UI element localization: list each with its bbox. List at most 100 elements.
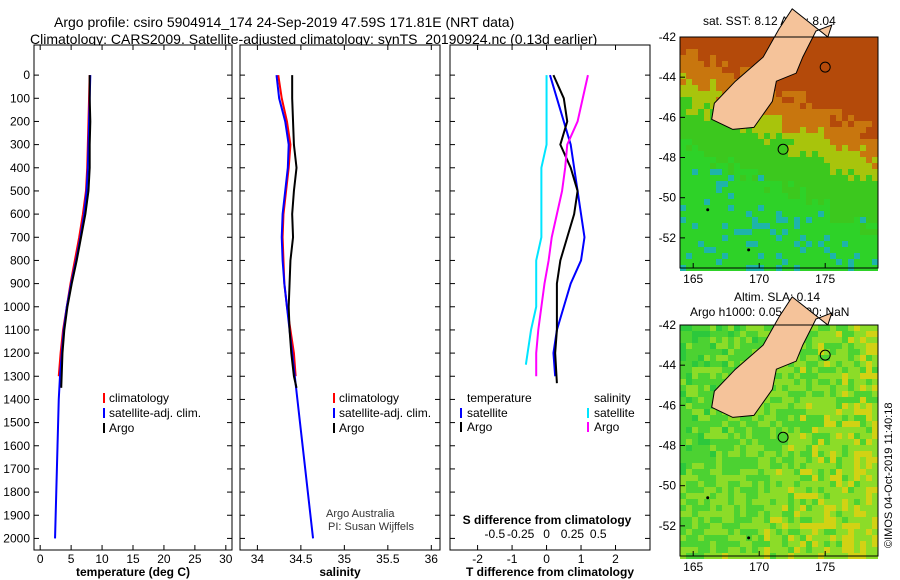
map-x-tick-label: 175: [815, 272, 835, 286]
island-marker: [706, 496, 710, 500]
legend-entry: satellite: [467, 406, 508, 420]
y-tick-label: 1700: [3, 462, 30, 476]
legend-entry: climatology: [339, 391, 399, 405]
credit-text: Argo Australia: [326, 508, 395, 520]
x-tick-label: 35.5: [376, 552, 400, 566]
x-tick-label: 5: [68, 552, 75, 566]
y-tick-label: 300: [10, 138, 30, 152]
timestamp-stamp: ©IMOS 04-Oct-2019 11:40:18: [883, 403, 895, 548]
secondary-tick-label: 0: [543, 527, 550, 541]
x-tick-label: 34.5: [289, 552, 313, 566]
island-marker: [747, 536, 751, 540]
secondary-tick-label: -0.25: [507, 527, 535, 541]
legend-entry: Argo: [467, 420, 493, 434]
argo-position-marker: [777, 143, 789, 155]
x-tick-label: 20: [157, 552, 171, 566]
secondary-position-marker: [819, 349, 831, 361]
map-frame-sst: [679, 36, 879, 269]
legend-entry: Argo: [109, 421, 135, 435]
x-axis-label: temperature (deg C): [76, 565, 190, 579]
x-tick-label: 2: [612, 552, 619, 566]
legend-entry: climatology: [109, 391, 169, 405]
secondary-tick-label: -0.5: [484, 527, 505, 541]
y-tick-label: 1300: [3, 369, 30, 383]
series-line-t-argo: [552, 74, 579, 384]
legend-entry: satellite-adj. clim.: [109, 406, 201, 420]
y-tick-label: 1800: [3, 485, 30, 499]
y-tick-label: 800: [10, 253, 30, 267]
x-tick-label: 10: [95, 552, 109, 566]
y-tick-label: 1000: [3, 300, 30, 314]
x-tick-label: -1: [507, 552, 518, 566]
secondary-tick-label: 0.5: [590, 527, 607, 541]
y-tick-label: 0: [23, 68, 30, 82]
legend-title: salinity: [594, 391, 631, 405]
map-y-tick-label: -52: [659, 519, 677, 533]
y-tick-label: 500: [10, 184, 30, 198]
y-tick-label: 1900: [3, 508, 30, 522]
x-tick-label: 30: [219, 552, 233, 566]
legend-entry: Argo: [594, 420, 620, 434]
series-line-t-satellite: [549, 74, 586, 377]
y-tick-label: 100: [10, 91, 30, 105]
map-frame-sla: [679, 324, 879, 557]
map-y-tick-label: -44: [659, 70, 677, 84]
land-south-island: [711, 296, 833, 418]
map-y-tick-label: -44: [659, 358, 677, 372]
series-line-satellite-adj.-clim.: [275, 75, 315, 539]
y-tick-label: 900: [10, 277, 30, 291]
plot-frame-salinity: [239, 44, 441, 551]
x-tick-label: -2: [472, 552, 483, 566]
plot-frame-temperature: [33, 44, 233, 551]
secondary-position-marker: [819, 61, 831, 73]
x-tick-label: 36: [425, 552, 439, 566]
legend-entry: satellite: [594, 406, 635, 420]
legend-entry: satellite-adj. clim.: [339, 406, 431, 420]
y-tick-label: 600: [10, 207, 30, 221]
x-tick-label: 0: [37, 552, 44, 566]
land-south-island: [711, 8, 833, 130]
map-x-tick-label: 165: [683, 272, 703, 286]
series-line-s-argo: [535, 74, 589, 377]
map-x-tick-label: 170: [749, 272, 769, 286]
y-tick-label: 2000: [3, 531, 30, 545]
plot-frame-differences: [449, 44, 651, 551]
map-y-tick-label: -42: [659, 30, 677, 44]
y-tick-label: 400: [10, 161, 30, 175]
credit-text: PI: Susan Wijffels: [328, 521, 414, 533]
y-tick-label: 1600: [3, 439, 30, 453]
secondary-tick-label: 0.25: [561, 527, 585, 541]
map-sla: [680, 296, 878, 559]
series-line-argo: [60, 75, 92, 388]
series-line-argo: [287, 75, 298, 389]
y-tick-label: 1400: [3, 392, 30, 406]
title-line-2: Climatology: CARS2009. Satellite-adjuste…: [30, 31, 598, 47]
legend-title: temperature: [467, 391, 532, 405]
legend-entry: Argo: [339, 421, 365, 435]
x-tick-label: 25: [188, 552, 202, 566]
island-marker: [706, 208, 710, 212]
y-tick-label: 700: [10, 230, 30, 244]
map-x-tick-label: 170: [749, 560, 769, 574]
y-tick-label: 1100: [4, 323, 30, 337]
map-y-tick-label: -46: [659, 398, 677, 412]
x-tick-label: 35: [338, 552, 352, 566]
map-y-tick-label: -48: [659, 151, 677, 165]
map-y-tick-label: -50: [659, 191, 677, 205]
x-axis-label: T difference from climatology: [466, 565, 634, 579]
x-axis-label: salinity: [319, 565, 361, 579]
x-tick-label: 15: [126, 552, 140, 566]
y-tick-label: 1200: [3, 346, 30, 360]
sla-title-1: Altim. SLA: 0.14: [734, 290, 821, 304]
map-y-tick-label: -50: [659, 479, 677, 493]
map-y-tick-label: -42: [659, 318, 677, 332]
map-y-tick-label: -46: [659, 110, 677, 124]
map-sst: [680, 8, 878, 271]
x-tick-label: 34: [251, 552, 265, 566]
island-marker: [747, 248, 751, 252]
map-y-tick-label: -48: [659, 439, 677, 453]
series-line-s-satellite: [524, 75, 548, 365]
map-x-tick-label: 175: [815, 560, 835, 574]
argo-position-marker: [777, 431, 789, 443]
